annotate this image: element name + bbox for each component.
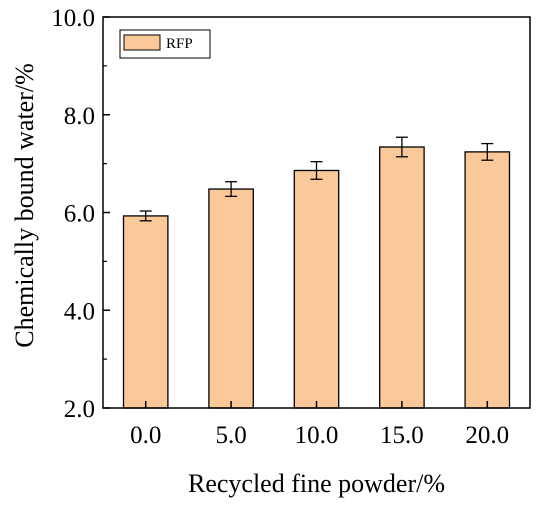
- x-tick-label-1: 5.0: [215, 422, 246, 449]
- bar-1: [208, 188, 254, 409]
- y-tick-label-3: 8.0: [64, 103, 95, 130]
- error-bar-4: [481, 142, 494, 161]
- error-bar-0: [139, 210, 152, 222]
- bar-2: [293, 169, 340, 409]
- error-bars-layer: [139, 136, 494, 222]
- bar-4: [464, 151, 511, 409]
- legend-swatch-rfp: [123, 34, 161, 51]
- bars-layer: [122, 146, 511, 409]
- y-tick-label-4: 10.0: [51, 5, 95, 32]
- bar-3: [379, 146, 425, 409]
- y-tick-label-2: 6.0: [64, 201, 95, 228]
- legend: RFP: [119, 29, 211, 59]
- legend-label-rfp: RFP: [166, 36, 193, 52]
- x-tick-label-4: 20.0: [465, 422, 509, 449]
- error-bar-1: [225, 181, 238, 198]
- error-bar-2: [310, 161, 323, 180]
- x-tick-label-2: 10.0: [295, 422, 339, 449]
- y-tick-label-0: 2.0: [64, 396, 95, 423]
- y-tick-label-1: 4.0: [64, 298, 95, 325]
- x-axis-ticks: 0.0 5.0 10.0 15.0 20.0: [130, 401, 509, 449]
- x-tick-label-3: 15.0: [380, 422, 424, 449]
- y-axis-ticks: 2.0 4.0 6.0 8.0 10.0: [51, 5, 110, 423]
- bar-0: [122, 215, 169, 409]
- x-axis-title: Recycled fine powder/%: [188, 469, 445, 498]
- x-tick-label-0: 0.0: [130, 422, 161, 449]
- y-axis-title: Chemically bound water/%: [10, 63, 39, 347]
- error-bar-3: [395, 136, 408, 158]
